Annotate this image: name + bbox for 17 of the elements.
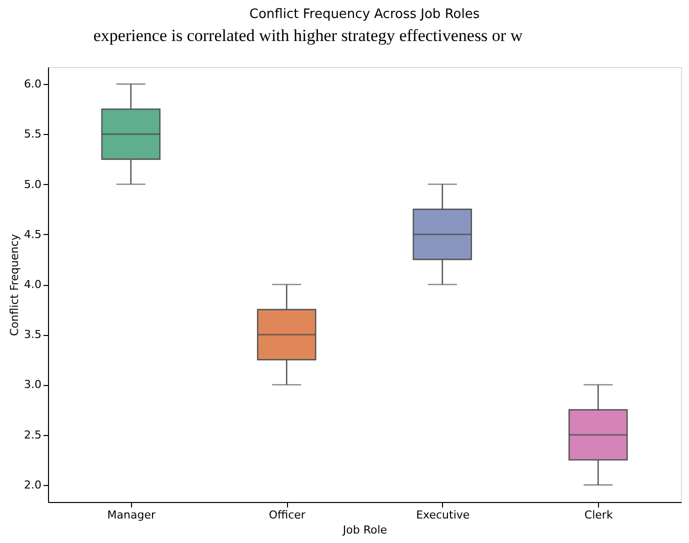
x-tick-label: Executive [416,508,470,522]
x-tick-label: Clerk [584,508,614,522]
y-tick-label: 5.0 [24,178,42,191]
x-tick-label: Manager [107,508,156,522]
x-axis-title: Job Role [342,524,388,536]
y-tick-label: 3.5 [24,328,42,342]
y-tick-label: 3.0 [24,378,42,392]
chart-title: Conflict Frequency Across Job Roles [249,7,480,22]
y-tick-label: 5.5 [24,128,42,141]
x-tick-label: Officer [268,508,306,522]
text: experience is correlated with higher strategy effectiveness or w [93,26,524,45]
y-tick-label: 4.0 [24,278,42,291]
y-axis-title: Conflict Frequency [8,233,22,336]
y-tick-label: 4.5 [24,228,42,241]
y-tick-label: 2.5 [24,428,42,442]
y-tick-label: 2.0 [24,478,42,492]
y-tick-label: 6.0 [24,78,42,91]
